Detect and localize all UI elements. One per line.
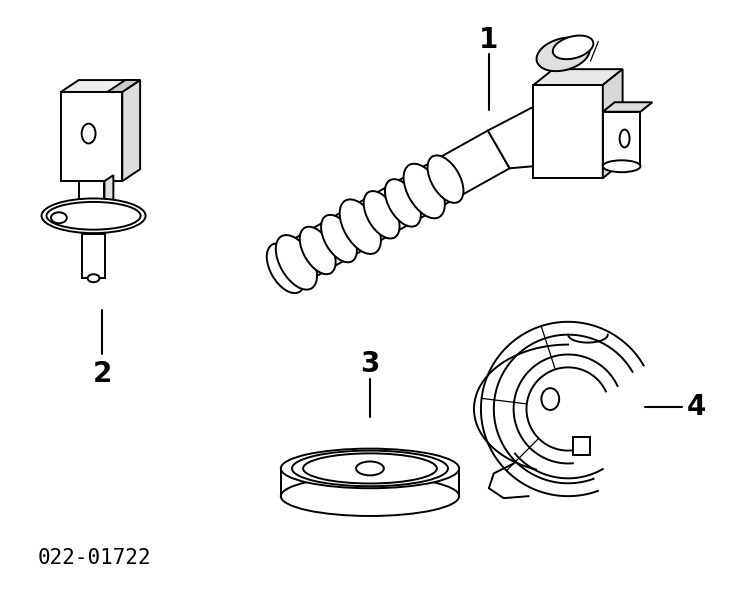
Ellipse shape xyxy=(292,451,448,486)
Polygon shape xyxy=(603,112,641,166)
Ellipse shape xyxy=(404,164,445,218)
Ellipse shape xyxy=(300,227,336,274)
Ellipse shape xyxy=(276,235,317,290)
Polygon shape xyxy=(104,175,114,211)
Ellipse shape xyxy=(46,202,141,230)
Ellipse shape xyxy=(42,199,146,233)
Polygon shape xyxy=(603,69,622,178)
Ellipse shape xyxy=(542,388,559,410)
Text: 2: 2 xyxy=(93,361,112,388)
Polygon shape xyxy=(603,102,652,112)
Ellipse shape xyxy=(553,35,593,59)
Ellipse shape xyxy=(537,37,590,71)
Polygon shape xyxy=(122,80,140,181)
Ellipse shape xyxy=(267,244,305,293)
Ellipse shape xyxy=(356,461,384,475)
Text: 3: 3 xyxy=(361,350,380,379)
Polygon shape xyxy=(275,131,509,287)
Ellipse shape xyxy=(81,124,95,143)
Polygon shape xyxy=(61,80,140,92)
Polygon shape xyxy=(488,107,534,168)
Polygon shape xyxy=(61,92,122,181)
Ellipse shape xyxy=(619,130,630,148)
Ellipse shape xyxy=(339,199,381,254)
Polygon shape xyxy=(534,69,622,85)
Polygon shape xyxy=(81,233,106,278)
Polygon shape xyxy=(573,437,590,455)
Text: 022-01722: 022-01722 xyxy=(38,548,152,568)
Ellipse shape xyxy=(88,274,100,282)
Polygon shape xyxy=(534,85,603,178)
Polygon shape xyxy=(108,80,140,92)
Ellipse shape xyxy=(51,212,67,223)
Ellipse shape xyxy=(281,449,459,488)
Ellipse shape xyxy=(603,160,641,172)
Polygon shape xyxy=(78,181,104,211)
Ellipse shape xyxy=(303,454,437,484)
Ellipse shape xyxy=(281,476,459,516)
Ellipse shape xyxy=(321,215,357,262)
Polygon shape xyxy=(281,469,459,496)
Text: 4: 4 xyxy=(688,393,707,421)
Ellipse shape xyxy=(385,179,421,227)
Ellipse shape xyxy=(364,191,399,239)
Text: 1: 1 xyxy=(479,26,498,55)
Ellipse shape xyxy=(427,155,463,203)
